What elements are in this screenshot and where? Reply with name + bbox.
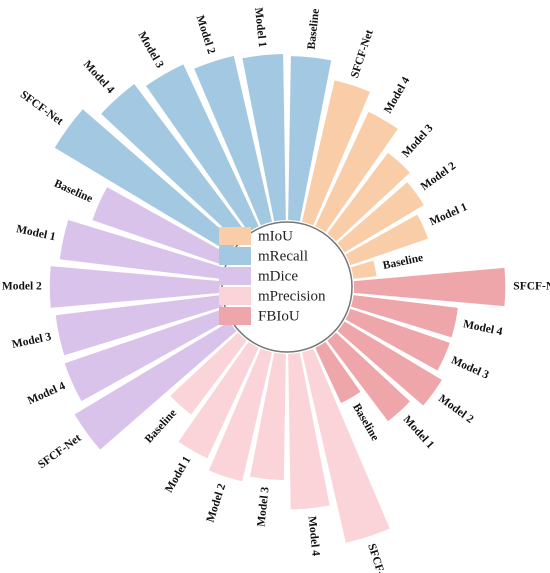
bar xyxy=(59,219,223,279)
bar-label: SFCF-Net xyxy=(18,89,65,128)
bar xyxy=(351,295,458,338)
bar-label: Baseline xyxy=(350,402,381,443)
bar-label: Model 1 xyxy=(252,7,268,48)
bar xyxy=(208,348,272,482)
bar xyxy=(288,56,332,222)
bar xyxy=(315,111,398,233)
bar-label: Baseline xyxy=(382,252,424,272)
bar-label: Model 1 xyxy=(163,454,193,495)
bar-label: SFCF-Net xyxy=(36,432,83,471)
legend-swatch xyxy=(219,247,251,265)
legend-label: mPrecision xyxy=(258,288,326,304)
bar xyxy=(49,266,221,308)
bar-label: Model 1 xyxy=(15,223,57,243)
bar xyxy=(345,214,428,266)
bar-label: Model 3 xyxy=(449,354,491,381)
bar-label: Model 4 xyxy=(26,380,68,407)
legend-label: mRecall xyxy=(258,248,308,264)
legend-label: mIoU xyxy=(258,228,293,244)
legend-label: mDice xyxy=(258,268,298,284)
bar xyxy=(178,341,259,459)
bar xyxy=(327,332,410,422)
bar xyxy=(74,321,237,450)
bar-label: Model 2 xyxy=(194,14,218,56)
bar-label: Model 3 xyxy=(11,331,53,351)
bar xyxy=(250,352,286,481)
legend-swatch xyxy=(219,267,251,285)
bar xyxy=(353,267,506,307)
bar-label: Model 1 xyxy=(428,201,470,228)
bar xyxy=(54,109,237,253)
bar xyxy=(101,84,247,242)
bar-label: Model 4 xyxy=(81,58,117,96)
bar-label: Model 1 xyxy=(401,413,437,451)
bar-label: Model 2 xyxy=(436,393,476,426)
bar-label: SFCF-Net xyxy=(513,281,550,293)
bar xyxy=(315,341,361,404)
bar xyxy=(170,332,247,415)
bar xyxy=(64,308,229,402)
legend-label: FBIoU xyxy=(258,308,300,324)
bar xyxy=(242,54,286,222)
bar-label: SFCF-Net xyxy=(349,28,376,79)
bar xyxy=(194,55,272,226)
bar-label: Model 3 xyxy=(255,486,271,527)
legend-swatch xyxy=(219,287,251,305)
bar-label: Baseline xyxy=(143,407,179,445)
bar xyxy=(145,64,259,233)
bar xyxy=(55,295,223,356)
bar-label: Baseline xyxy=(52,178,94,206)
bar-label: Model 3 xyxy=(400,122,436,160)
bar-label: Model 4 xyxy=(462,318,504,338)
bar-label: SFCF-Net xyxy=(365,542,392,573)
bar-label: Model 2 xyxy=(2,281,42,293)
bar xyxy=(302,80,370,226)
bar xyxy=(337,321,442,406)
bar-label: Model 3 xyxy=(135,30,165,71)
bar-label: Model 4 xyxy=(305,516,321,557)
legend-swatch xyxy=(219,227,251,245)
bar-label: Model 2 xyxy=(205,482,229,524)
bar-label: Model 4 xyxy=(382,75,412,116)
bar xyxy=(92,187,229,266)
bar xyxy=(345,308,450,371)
bar-label: Baseline xyxy=(306,8,322,50)
bar xyxy=(327,152,410,242)
legend-swatch xyxy=(219,307,251,325)
bar xyxy=(288,352,330,510)
bar xyxy=(337,182,424,253)
bar xyxy=(351,260,377,279)
bar-label: Model 2 xyxy=(419,160,459,193)
bar xyxy=(302,348,390,543)
